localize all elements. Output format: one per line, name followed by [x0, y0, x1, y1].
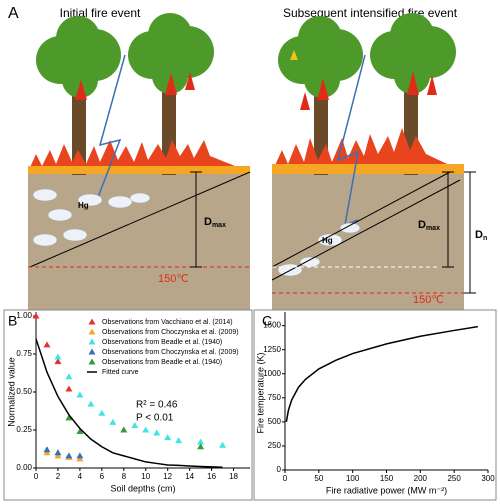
legend-swatch	[88, 328, 96, 335]
y-tick-label: 0.50	[16, 387, 32, 396]
x-axis-label: Fire radiative power (MW m⁻²)	[326, 485, 447, 495]
legend-swatch	[88, 348, 96, 355]
data-point	[87, 400, 95, 407]
data-point	[197, 438, 205, 445]
x-tick-label: 300	[481, 474, 495, 483]
x-tick-label: 150	[380, 474, 394, 483]
legend-label: Observations from Choczynska et al. (200…	[102, 329, 239, 336]
x-tick-label: 50	[314, 474, 323, 483]
data-point	[142, 426, 150, 433]
panel-label: A	[8, 5, 19, 22]
data-point	[54, 452, 62, 459]
y-tick-label: 1.00	[16, 311, 32, 320]
legend-label: Observations from Beadle et al. (1940)	[102, 359, 222, 366]
soil	[28, 172, 250, 310]
y-tick-label: 500	[268, 417, 282, 426]
y-tick-label: 0	[277, 465, 282, 474]
data-point	[43, 341, 51, 348]
legend-swatch	[88, 338, 96, 345]
data-point	[54, 358, 62, 365]
legend-label: Observations from Vacchiano et al. (2014…	[102, 319, 233, 326]
legend-label: Observations from Beadle et al. (1940)	[102, 339, 222, 346]
annotation: P < 0.01	[136, 413, 174, 424]
dmax-label: Dmax	[204, 216, 226, 229]
hg-label: Hg	[78, 201, 89, 210]
data-point	[43, 449, 51, 456]
y-tick-label: 0.00	[16, 463, 32, 472]
panel-a: A Initial fire event Subsequent intensif…	[8, 5, 487, 310]
panel-frame	[253, 309, 497, 501]
temp-label: 150℃	[158, 273, 189, 285]
y-tick-label: 1500	[263, 321, 281, 330]
x-tick-label: 0	[34, 472, 39, 481]
data-point	[197, 443, 205, 450]
data-point	[175, 437, 183, 444]
y-tick-label: 1250	[263, 345, 281, 354]
y-tick-label: 1000	[263, 369, 281, 378]
dmax-label: Dmax	[418, 219, 440, 232]
dn-label: Dn	[475, 229, 487, 242]
temp-label: 150℃	[413, 294, 444, 306]
x-tick-label: 16	[207, 472, 216, 481]
y-tick-label: 0.75	[16, 349, 32, 358]
annotation: R² = 0.46	[136, 400, 178, 411]
legend-swatch	[88, 358, 96, 365]
data-point	[76, 455, 84, 462]
panel-frame	[3, 309, 253, 501]
hg-label: Hg	[322, 236, 333, 245]
boundary-line	[271, 171, 451, 268]
panel-label: C	[262, 313, 272, 329]
data-point	[131, 421, 139, 428]
x-tick-label: 0	[283, 474, 288, 483]
x-tick-label: 4	[78, 472, 83, 481]
x-tick-label: 250	[447, 474, 461, 483]
y-tick-label: 750	[268, 393, 282, 402]
data-point	[164, 434, 172, 441]
data-point	[65, 414, 73, 421]
data-point	[120, 426, 128, 433]
x-tick-label: 6	[100, 472, 105, 481]
data-point	[76, 428, 84, 435]
y-axis-label: Normalized value	[6, 357, 16, 427]
scene-title: Subsequent intensified fire event	[283, 6, 458, 20]
data-point	[76, 452, 84, 459]
x-tick-label: 12	[163, 472, 172, 481]
legend-swatch	[88, 318, 96, 325]
boundary-line	[29, 171, 251, 268]
x-axis-label: Soil depths (cm)	[110, 483, 175, 493]
y-tick-label: 0.25	[16, 425, 32, 434]
data-point	[219, 441, 227, 448]
data-point	[65, 385, 73, 392]
x-tick-label: 18	[229, 472, 238, 481]
x-tick-label: 8	[122, 472, 127, 481]
x-tick-label: 200	[414, 474, 428, 483]
flames	[28, 128, 464, 174]
fitted-curve	[35, 338, 223, 468]
mercury-clouds	[32, 188, 361, 277]
data-point	[109, 418, 117, 425]
data-point	[65, 452, 73, 459]
boundary-line	[271, 179, 461, 281]
data-point	[54, 449, 62, 456]
data-point	[98, 409, 106, 416]
lightning	[94, 54, 126, 206]
y-axis-label: Fire temperature (K)	[255, 352, 265, 433]
dimension-lines	[190, 171, 476, 294]
x-tick-label: 10	[141, 472, 150, 481]
legend-label: Fitted curve	[102, 369, 139, 376]
data-point	[43, 446, 51, 453]
data-point	[32, 312, 40, 319]
x-tick-label: 100	[346, 474, 360, 483]
x-tick-label: 14	[185, 472, 194, 481]
legend-label: Observations from Choczynska et al. (200…	[102, 349, 239, 356]
data-point	[76, 391, 84, 398]
panel-label: B	[8, 313, 17, 329]
data-line	[285, 325, 478, 423]
x-tick-label: 2	[56, 472, 61, 481]
data-point	[54, 353, 62, 360]
data-point	[65, 373, 73, 380]
y-tick-label: 250	[268, 441, 282, 450]
data-point	[153, 429, 161, 436]
